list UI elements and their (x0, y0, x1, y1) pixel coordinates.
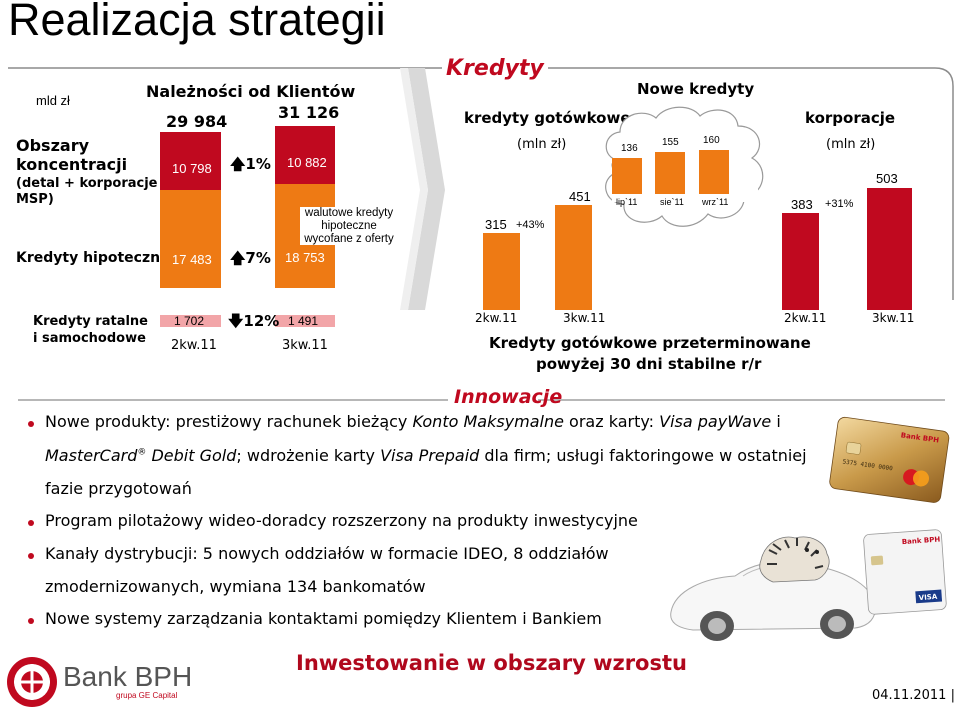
gold-card-image: Bank BPH 5375 4100 0000 (829, 416, 950, 503)
left-unit: mld zł (36, 93, 70, 108)
bullet-2-text: Program pilotażowy wideo-doradcy rozszer… (45, 511, 638, 530)
growth-mid: 🡅7% (230, 249, 271, 267)
bank-bph-logo-icon (7, 657, 57, 707)
col1-bottom-value: 1 702 (174, 314, 205, 328)
g-value-3kw: 451 (569, 189, 591, 204)
col2-mid-value: 18 753 (285, 250, 325, 265)
bullet-3-line-1: Kanały dystrybucji: 5 nowych oddziałów w… (45, 544, 609, 563)
ratalne-label: Kredyty ratalne i samochodowe (33, 314, 148, 346)
nk-value-sie: 155 (662, 137, 679, 148)
card2-visa: VISA (919, 593, 939, 602)
k-bar-3kw (867, 188, 912, 310)
g-x-label-1: 2kw.11 (475, 311, 518, 325)
nk-bar-lip (612, 158, 642, 194)
g-value-2kw: 315 (485, 217, 507, 232)
card2-bank-name: Bank BPH (902, 535, 941, 546)
nk-cat-wrz: wrz`11 (702, 197, 729, 207)
obszary-label: Obszary koncentracji (16, 136, 128, 174)
nk-value-lip: 136 (621, 143, 638, 154)
k-x-label-1: 2kw.11 (784, 311, 827, 325)
innowacje-heading: Innowacje (454, 386, 563, 408)
arrow-up-icon: 🡅 (230, 155, 246, 173)
arrow-down-icon: 🡇 (228, 312, 244, 330)
innowacje-line (18, 399, 945, 401)
k-value-3kw: 503 (876, 171, 898, 186)
bullet-4 (28, 618, 34, 624)
g-bar-2kw (483, 233, 520, 310)
car-tiger-image (670, 536, 876, 641)
bullet-3 (28, 553, 34, 559)
col1-mid-value: 17 483 (172, 252, 212, 267)
obszary-sublabel: (detal + korporacje + MSP) (16, 176, 173, 207)
overdue-line-2: powyżej 30 dni stabilne r/r (536, 355, 762, 373)
k-bar-2kw (782, 213, 819, 310)
g-growth: +43% (516, 219, 545, 231)
bullet-1-line-1: Nowe produkty: prestiżowy rachunek bieżą… (45, 412, 781, 431)
k-growth: +31% (825, 198, 854, 210)
bullet-3-line-2: zmodernizowanych, wymiana 134 bankomatów (45, 577, 426, 596)
col2-top-value: 10 882 (287, 155, 327, 170)
bullet-2 (28, 520, 34, 526)
nk-value-wrz: 160 (703, 135, 720, 146)
nk-bar-wrz (699, 150, 729, 194)
col1-top-value: 10 798 (172, 161, 212, 176)
k-x-label-2: 3kw.11 (872, 311, 915, 325)
bar-col2-bottom (275, 315, 335, 327)
col1-total: 29 984 (166, 112, 228, 131)
nk-bar-sie (655, 152, 685, 194)
nk-cat-sie: sie`11 (660, 197, 684, 207)
growth-bottom: 🡇12% (228, 312, 280, 330)
bar-col1-mid (160, 190, 221, 288)
logo-sub: grupa GE Capital (116, 691, 178, 700)
panel-outline (8, 67, 954, 310)
korporacje-unit: (mln zł) (826, 137, 876, 152)
fx-mortgage-note: walutowe kredyty hipoteczne wycofane z o… (300, 207, 398, 245)
footer-date-page: 04.11.2011 | 6 (872, 688, 960, 703)
bar-col2-top (275, 126, 335, 184)
bullet-4-text: Nowe systemy zarządzania kontaktami pomi… (45, 609, 602, 628)
footer-tagline: Inwestowanie w obszary wzrostu (296, 651, 687, 675)
left-x-label-1: 2kw.11 (171, 338, 217, 353)
col2-total: 31 126 (278, 103, 340, 122)
bullet-1 (28, 421, 34, 427)
gotowkowe-title: kredyty gotówkowe (464, 109, 631, 127)
g-x-label-2: 3kw.11 (563, 311, 606, 325)
overdue-line-1: Kredyty gotówkowe przeterminowane (489, 334, 811, 352)
col2-bottom-value: 1 491 (288, 314, 319, 328)
nk-cat-lip: lip`11 (616, 197, 638, 207)
receivables-heading: Należności od Klientów (146, 82, 356, 101)
arrow-up-icon: 🡅 (230, 249, 246, 267)
growth-top: 🡅1% (230, 155, 271, 173)
gotowkowe-unit: (mln zł) (517, 137, 567, 152)
bar-col1-bottom (160, 315, 221, 327)
bar-col1-top (160, 132, 221, 190)
hipoteczne-label: Kredyty hipoteczne (16, 250, 170, 266)
bullet-1-line-3: fazie przygotowań (45, 479, 192, 498)
korporacje-title: korporacje (805, 109, 896, 127)
visa-card-image: Bank BPH VISA (863, 529, 947, 615)
left-x-label-2: 3kw.11 (282, 338, 328, 353)
nowe-kredyty-title: Nowe kredyty (637, 80, 755, 98)
k-value-2kw: 383 (791, 197, 813, 212)
kredyty-banner: Kredyty (442, 56, 548, 81)
bullet-1-line-2: MasterCard® Debit Gold; wdrożenie karty … (45, 446, 807, 465)
logo-name: Bank BPH (63, 661, 193, 692)
page-title: Realizacja strategii (8, 0, 386, 45)
g-bar-3kw (555, 205, 592, 310)
